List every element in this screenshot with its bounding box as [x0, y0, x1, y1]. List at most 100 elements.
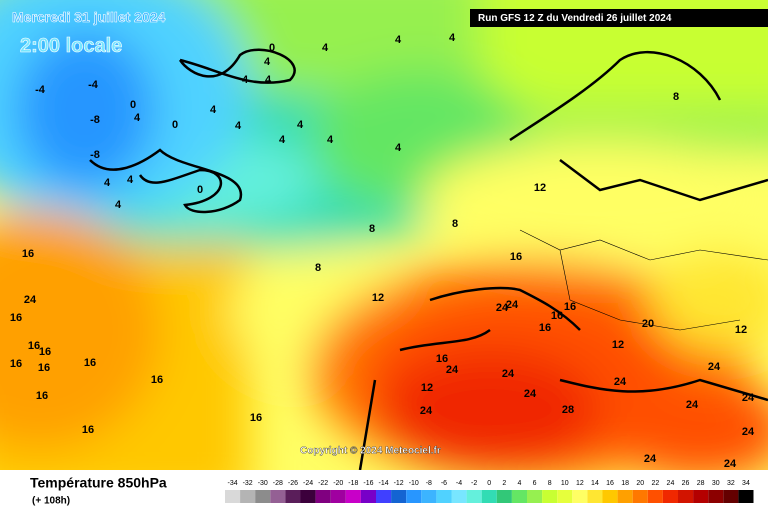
contour-label: 24	[24, 294, 37, 306]
scale-swatch	[617, 490, 633, 503]
scale-label: -20	[333, 480, 343, 487]
scale-swatch	[255, 490, 271, 503]
scale-swatch	[300, 490, 316, 503]
contour-label: 24	[708, 361, 721, 373]
scale-label: 32	[727, 480, 735, 487]
scale-label: -30	[258, 480, 268, 487]
contour-label: 8	[369, 223, 375, 235]
contour-label: 24	[724, 458, 737, 470]
scale-label: 8	[548, 480, 552, 487]
contour-label: 16	[36, 390, 48, 402]
contour-label: 16	[39, 346, 51, 358]
contour-label: 24	[420, 405, 433, 417]
run-text: Run GFS 12 Z du Vendredi 26 juillet 2024	[478, 13, 672, 24]
scale-swatch	[587, 490, 603, 503]
contour-label: 24	[524, 388, 537, 400]
contour-label: 4	[264, 56, 271, 68]
contour-label: 12	[534, 182, 546, 194]
scale-swatch	[285, 490, 301, 503]
scale-label: 10	[561, 480, 569, 487]
scale-label: -26	[288, 480, 298, 487]
contour-label: 4	[322, 42, 329, 54]
scale-label: -12	[394, 480, 404, 487]
contour-label: 16	[436, 353, 448, 365]
scale-label: 22	[651, 480, 659, 487]
date-title: Mercredi 31 juillet 2024	[12, 9, 166, 25]
contour-label: 4	[297, 119, 304, 131]
contour-label: 24	[446, 364, 459, 376]
contour-labels: 0 44 444 4-4 -404-8-840 4 44 444 404888121281616…	[10, 32, 755, 470]
contour-label: 4	[104, 177, 111, 189]
contour-label: 24	[506, 299, 519, 311]
contour-label: 16	[84, 357, 96, 369]
contour-label: 4	[265, 74, 272, 86]
contour-label: 16	[28, 340, 40, 352]
scale-swatch	[315, 490, 331, 503]
scale-swatch	[542, 490, 558, 503]
scale-swatch	[708, 490, 724, 503]
contour-label: 4	[327, 134, 334, 146]
scale-label: 14	[591, 480, 599, 487]
contour-label: 12	[421, 382, 433, 394]
scale-label: 20	[636, 480, 644, 487]
contour-label: 24	[742, 392, 755, 404]
contour-label: 24	[496, 302, 509, 314]
scale-swatch	[723, 490, 739, 503]
scale-swatch	[406, 490, 422, 503]
scale-label: 12	[576, 480, 584, 487]
contour-label: 24	[502, 368, 515, 380]
scale-swatch	[738, 490, 754, 503]
contour-label: 0	[269, 42, 275, 54]
scale-swatch	[345, 490, 361, 503]
scale-swatch	[572, 490, 588, 503]
scale-label: 18	[621, 480, 629, 487]
contour-label: 24	[686, 399, 699, 411]
contour-label: 12	[612, 339, 624, 351]
contour-label: -4	[35, 84, 46, 96]
contour-label: 16	[151, 374, 163, 386]
variable-name: Température 850hPa	[30, 475, 167, 491]
scale-label: 16	[606, 480, 614, 487]
scale-label: -24	[303, 480, 313, 487]
contour-label: 8	[315, 262, 321, 274]
contour-label: 16	[10, 358, 22, 370]
contour-label: 0	[172, 119, 178, 131]
contour-label: 4	[235, 120, 242, 132]
contour-label: -4	[88, 79, 99, 91]
scale-swatch	[436, 490, 452, 503]
copyright: Copyright © 2024 Meteociel.fr	[300, 446, 441, 457]
contour-label: -8	[90, 149, 100, 161]
color-scale: -34 -32 -30 -28 -26 -24 -22 -20 -18 -16 -14 -12 -10-…	[225, 480, 754, 503]
contour-label: 20	[642, 318, 654, 330]
borders	[519, 229, 768, 331]
scale-swatch	[511, 490, 527, 503]
scale-swatch	[557, 490, 573, 503]
contour-label: 16	[82, 424, 94, 436]
scale-swatch	[451, 490, 467, 503]
scale-label: -14	[378, 480, 388, 487]
contour-label: 16	[22, 248, 34, 260]
contour-label: 4	[210, 104, 217, 116]
scale-swatch	[421, 490, 437, 503]
scale-label: -10	[409, 480, 419, 487]
scale-label: 6	[533, 480, 537, 487]
scale-label: -28	[273, 480, 283, 487]
scale-swatch	[602, 490, 618, 503]
scale-swatch	[527, 490, 543, 503]
scale-label: -8	[426, 480, 432, 487]
contour-label: 4	[242, 74, 249, 86]
scale-label: -32	[243, 480, 253, 487]
contour-label: 16	[510, 251, 522, 263]
contour-label: 4	[395, 34, 402, 46]
scale-swatch	[678, 490, 694, 503]
contour-label: 12	[372, 292, 384, 304]
contour-label: 8	[673, 91, 679, 103]
contour-label: 28	[562, 404, 574, 416]
contour-label: 4	[115, 199, 122, 211]
contour-label: 24	[644, 453, 657, 465]
contour-label: 16	[564, 301, 576, 313]
contour-label: 16	[551, 310, 563, 322]
scale-swatch	[391, 490, 407, 503]
